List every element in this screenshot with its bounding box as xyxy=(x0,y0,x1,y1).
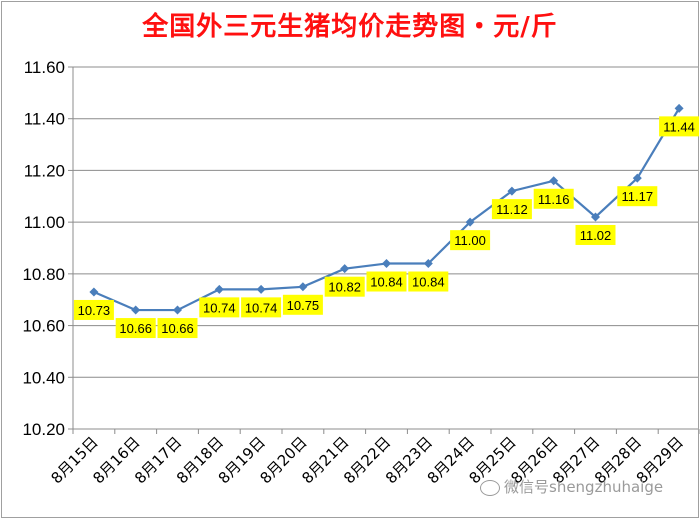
data-label-box xyxy=(408,271,449,292)
data-label-box xyxy=(73,299,114,320)
y-tick-label: 11.00 xyxy=(24,213,65,232)
data-point xyxy=(173,305,182,315)
data-label: 10.73 xyxy=(78,303,111,318)
data-label-box xyxy=(157,318,198,339)
data-point xyxy=(340,264,350,274)
y-tick-label: 10.40 xyxy=(22,368,65,387)
data-point xyxy=(465,217,475,227)
watermark-text: 微信号shengzhuhaige xyxy=(504,478,664,496)
y-tick-label: 10.60 xyxy=(22,317,65,336)
data-label-box xyxy=(491,199,532,220)
watermark: 微信号shengzhuhaige xyxy=(480,476,663,497)
data-point xyxy=(549,176,559,186)
wechat-icon xyxy=(480,479,500,496)
data-label: 11.16 xyxy=(538,192,570,207)
data-point xyxy=(131,305,141,315)
data-label-box xyxy=(282,294,323,315)
chart-title: 全国外三元生猪均价走势图・元/斤 xyxy=(142,12,558,42)
y-tick-label: 11.40 xyxy=(24,110,65,129)
data-label-box xyxy=(241,297,282,318)
data-point xyxy=(298,282,308,292)
data-label: 11.44 xyxy=(663,119,695,134)
data-label-box xyxy=(199,297,240,318)
data-label: 10.74 xyxy=(203,300,236,315)
y-tick-label: 11.60 xyxy=(24,58,65,77)
data-point xyxy=(382,259,391,269)
data-point xyxy=(89,287,99,297)
data-label: 11.00 xyxy=(454,233,486,248)
data-label-box xyxy=(115,318,156,339)
data-point xyxy=(674,103,684,113)
data-label: 10.84 xyxy=(412,275,445,290)
data-label: 10.74 xyxy=(245,300,278,315)
data-label: 11.02 xyxy=(580,228,612,243)
data-point xyxy=(507,186,517,196)
data-point xyxy=(632,173,642,183)
data-label: 10.75 xyxy=(287,298,320,313)
data-point xyxy=(214,284,224,294)
data-label: 11.17 xyxy=(622,189,654,204)
data-label: 10.66 xyxy=(161,321,194,336)
data-label-box xyxy=(617,186,658,207)
data-label: 10.82 xyxy=(328,280,361,295)
data-point xyxy=(591,212,600,222)
data-point xyxy=(256,284,266,294)
y-tick-label: 11.20 xyxy=(24,161,65,180)
data-label: 10.84 xyxy=(370,275,403,290)
data-label-box xyxy=(450,230,491,251)
data-label-box xyxy=(324,276,365,297)
data-label: 11.12 xyxy=(496,202,528,217)
y-tick-label: 10.20 xyxy=(22,420,65,439)
data-label-box xyxy=(575,224,616,245)
data-label-box xyxy=(533,188,574,209)
data-label-box xyxy=(366,271,407,292)
y-tick-label: 10.80 xyxy=(22,265,65,284)
data-label-box xyxy=(659,116,700,137)
data-label: 10.66 xyxy=(119,321,152,336)
data-point xyxy=(423,259,433,269)
